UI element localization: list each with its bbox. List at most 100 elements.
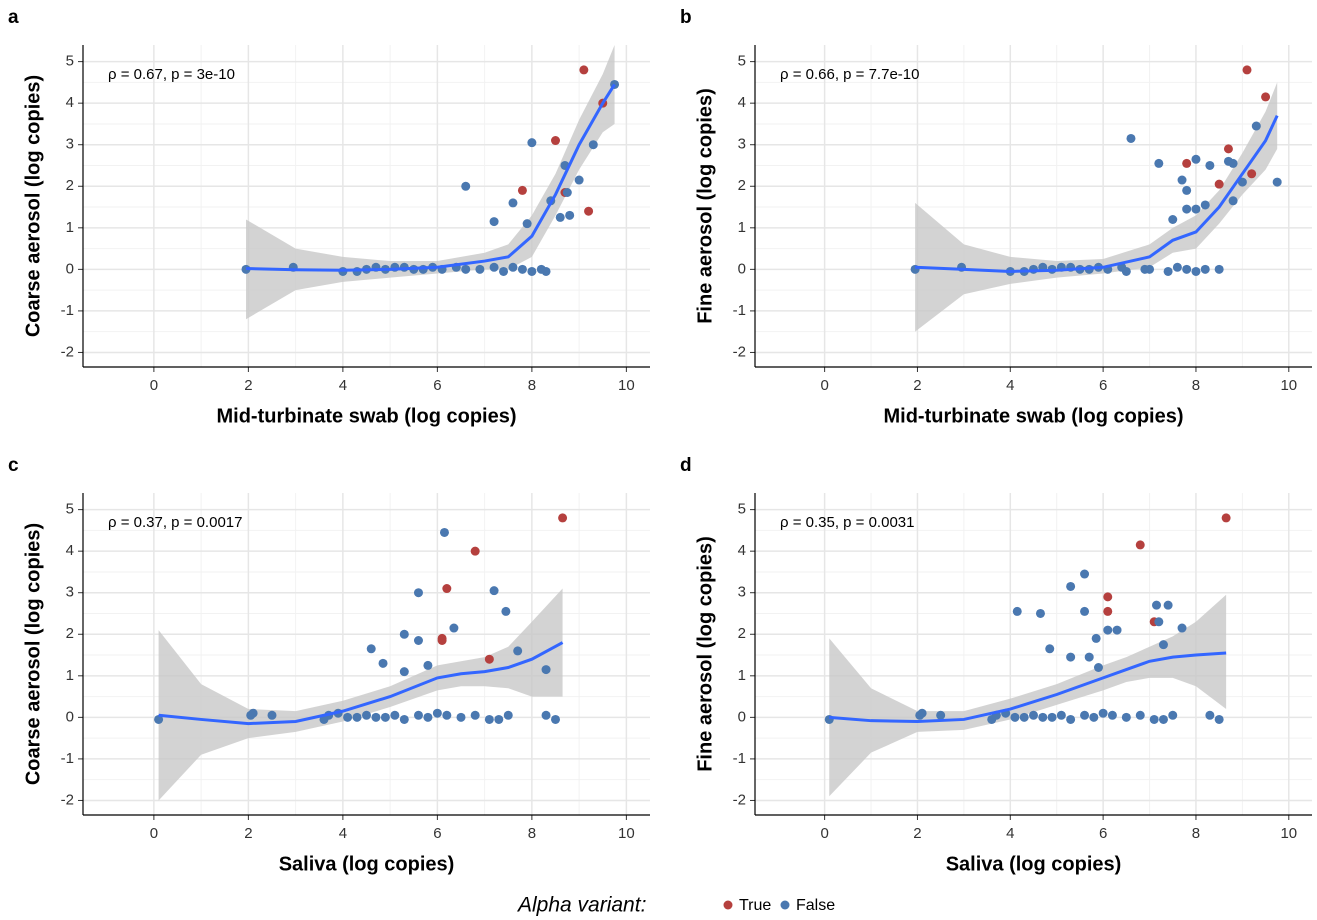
annotation: ρ = 0.67, p = 3e-10 bbox=[108, 66, 235, 83]
point bbox=[371, 712, 381, 722]
annotation: ρ = 0.66, p = 7.7e-10 bbox=[780, 66, 919, 83]
point bbox=[432, 708, 442, 718]
point bbox=[494, 714, 504, 724]
point bbox=[508, 262, 518, 272]
legend-title: Alpha variant: bbox=[516, 894, 646, 917]
legend-marker bbox=[723, 900, 733, 910]
point bbox=[423, 660, 433, 670]
point bbox=[1214, 179, 1224, 189]
y-tick-label: 4 bbox=[66, 542, 74, 559]
point bbox=[439, 527, 449, 537]
point bbox=[1098, 708, 1108, 718]
y-tick-label: -1 bbox=[61, 750, 74, 767]
point bbox=[1066, 581, 1076, 591]
point bbox=[413, 635, 423, 645]
y-tick-label: 1 bbox=[66, 219, 74, 236]
point bbox=[461, 264, 471, 274]
confidence-band bbox=[246, 45, 615, 320]
point bbox=[423, 712, 433, 722]
point bbox=[362, 710, 371, 720]
point bbox=[1045, 644, 1055, 654]
y-tick-label: 3 bbox=[738, 136, 746, 153]
y-tick-label: -2 bbox=[733, 791, 746, 808]
point bbox=[1158, 714, 1168, 724]
point bbox=[399, 667, 409, 677]
y-tick-label: 2 bbox=[66, 177, 74, 194]
point bbox=[522, 219, 532, 229]
point bbox=[541, 710, 551, 720]
point bbox=[1135, 710, 1145, 720]
annotation: ρ = 0.35, p = 0.0031 bbox=[780, 514, 914, 531]
point bbox=[565, 210, 575, 220]
x-tick-label: 0 bbox=[150, 377, 158, 394]
point bbox=[1221, 513, 1231, 523]
y-tick-label: 5 bbox=[66, 53, 74, 70]
point bbox=[541, 665, 551, 675]
point bbox=[442, 710, 452, 720]
x-tick-label: 10 bbox=[1280, 377, 1297, 394]
y-tick-label: 3 bbox=[66, 584, 74, 601]
point bbox=[501, 606, 511, 616]
point bbox=[551, 136, 560, 146]
x-tick-label: 4 bbox=[339, 377, 347, 394]
x-tick-label: 4 bbox=[1006, 377, 1014, 394]
point bbox=[1205, 710, 1215, 720]
point bbox=[1177, 623, 1187, 633]
y-axis-label: Coarse aerosol (log copies) bbox=[22, 523, 44, 785]
point bbox=[513, 646, 523, 656]
point bbox=[1103, 606, 1113, 616]
x-tick-label: 6 bbox=[433, 377, 441, 394]
y-tick-label: -1 bbox=[61, 302, 74, 319]
x-tick-label: 2 bbox=[244, 377, 252, 394]
point bbox=[1163, 266, 1173, 276]
x-axis-label: Saliva (log copies) bbox=[279, 853, 455, 875]
x-tick-label: 2 bbox=[913, 377, 921, 394]
point bbox=[475, 264, 485, 274]
point bbox=[574, 175, 584, 185]
y-tick-label: 2 bbox=[738, 625, 746, 642]
point bbox=[1251, 121, 1261, 131]
point bbox=[456, 712, 466, 722]
point bbox=[1112, 625, 1122, 635]
point bbox=[527, 138, 537, 148]
y-tick-label: 0 bbox=[66, 260, 74, 277]
point bbox=[1029, 710, 1038, 720]
point bbox=[1191, 154, 1201, 164]
point bbox=[1066, 714, 1076, 724]
x-tick-label: 0 bbox=[150, 825, 158, 842]
y-tick-label: 4 bbox=[738, 94, 746, 111]
x-axis-label: Mid-turbinate swab (log copies) bbox=[883, 405, 1183, 427]
x-tick-label: 2 bbox=[244, 825, 252, 842]
point bbox=[1093, 663, 1103, 673]
y-tick-label: 2 bbox=[66, 625, 74, 642]
point bbox=[1154, 617, 1164, 627]
y-tick-label: -2 bbox=[61, 791, 74, 808]
x-tick-label: 0 bbox=[820, 377, 828, 394]
point bbox=[489, 262, 499, 272]
y-tick-label: 3 bbox=[738, 584, 746, 601]
point bbox=[1080, 569, 1090, 579]
x-tick-label: 2 bbox=[913, 825, 921, 842]
point bbox=[154, 714, 164, 724]
point bbox=[1080, 710, 1090, 720]
point bbox=[1158, 640, 1168, 650]
point bbox=[442, 584, 452, 594]
y-tick-label: -2 bbox=[61, 343, 74, 360]
y-tick-label: 2 bbox=[738, 177, 746, 194]
y-tick-label: 0 bbox=[738, 260, 746, 277]
smooth-line bbox=[245, 83, 616, 272]
point bbox=[1149, 714, 1159, 724]
y-axis-label: Fine aerosol (log copies) bbox=[694, 88, 716, 324]
point bbox=[936, 710, 946, 720]
point bbox=[378, 658, 388, 668]
point bbox=[1177, 175, 1187, 185]
point bbox=[1126, 133, 1136, 143]
point bbox=[1135, 540, 1145, 550]
point bbox=[399, 629, 409, 639]
point bbox=[1091, 633, 1101, 643]
point bbox=[1168, 710, 1178, 720]
point bbox=[551, 714, 560, 724]
point bbox=[1107, 710, 1117, 720]
y-tick-label: 5 bbox=[66, 501, 74, 518]
